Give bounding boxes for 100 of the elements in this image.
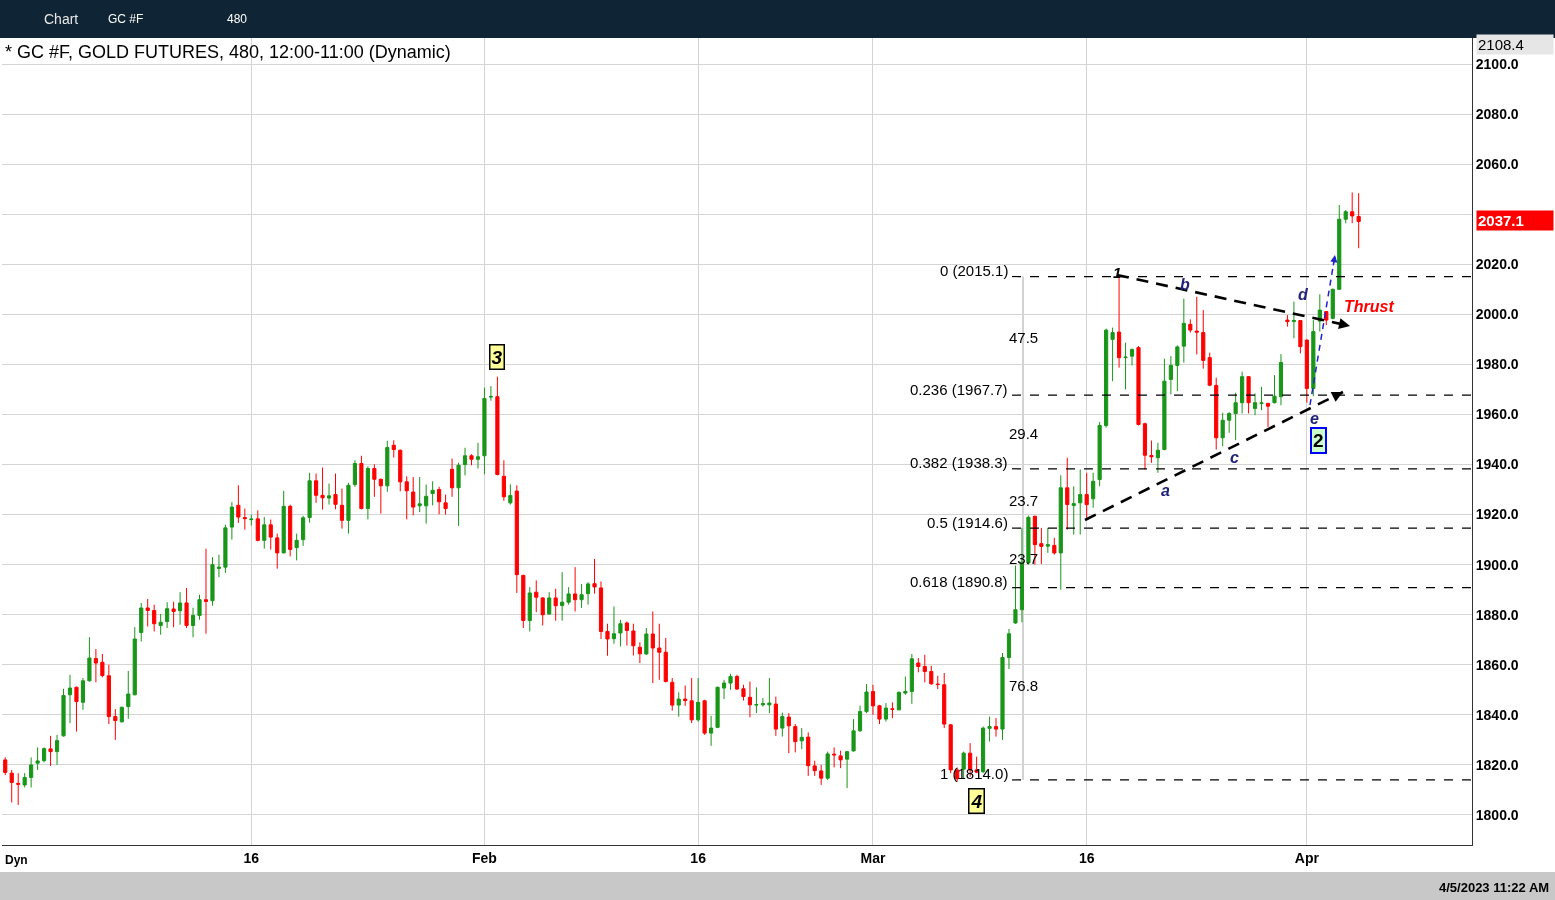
candlestick: [650, 610, 655, 684]
candlestick: [236, 484, 241, 524]
candlestick: [475, 442, 481, 470]
candlestick: [1304, 338, 1309, 404]
candlestick: [1233, 392, 1238, 441]
candlestick: [339, 488, 345, 530]
candlestick: [1356, 192, 1361, 249]
candlestick: [482, 387, 487, 475]
candlestick: [786, 712, 791, 754]
candlestick: [670, 677, 675, 712]
candlestick: [709, 715, 714, 747]
candlestick: [1162, 358, 1167, 451]
candlestick: [987, 716, 992, 743]
candlestick: [605, 623, 610, 657]
ref-line-label: 0.382 (1938.3): [910, 454, 1008, 471]
candlestick: [566, 586, 571, 606]
candlestick: [229, 501, 234, 541]
annotation: 23.7: [1009, 492, 1039, 509]
candlestick: [1240, 371, 1245, 414]
candlestick: [560, 571, 565, 622]
ref-line-label: 0.236 (1967.7): [910, 381, 1008, 398]
candlestick: [417, 476, 422, 513]
candlestick: [754, 686, 759, 714]
candlestick: [326, 483, 332, 506]
y-tick-label: 2060.0: [1475, 156, 1519, 173]
candlestick: [1246, 375, 1251, 414]
candlestick: [773, 696, 778, 737]
candlestick: [1259, 386, 1264, 411]
y-tick-label: 2020.0: [1475, 256, 1519, 273]
candlestick: [1343, 209, 1348, 224]
candlestick: [184, 587, 189, 629]
y-tick-label: 2080.0: [1475, 105, 1519, 122]
candlestick: [113, 708, 118, 741]
annotation: d: [1298, 286, 1309, 303]
candlestick: [449, 458, 455, 498]
candlestick: [540, 596, 545, 626]
annotation: e: [1310, 410, 1319, 427]
x-tick-label: Feb: [471, 849, 497, 866]
candlestick: [689, 677, 694, 724]
candlestick: [165, 601, 170, 629]
annotation: 2: [1313, 430, 1324, 451]
candlestick: [715, 686, 720, 729]
candlestick: [585, 581, 591, 606]
candlestick: [80, 677, 86, 711]
candlestick: [857, 705, 863, 733]
candlestick: [48, 735, 53, 767]
candlestick: [1000, 652, 1005, 741]
text: 4/5/2023 11:22 AM: [1439, 880, 1550, 895]
candlestick: [903, 676, 908, 696]
candlestick: [864, 683, 869, 714]
candlestick: [676, 691, 681, 718]
candlestick: [760, 697, 765, 708]
candlestick: [663, 637, 668, 683]
candlestick: [1045, 527, 1050, 554]
candlestick: [741, 684, 746, 702]
candlestick: [799, 727, 804, 750]
candlestick: [734, 674, 740, 691]
candlestick: [579, 583, 584, 609]
candlestick: [618, 619, 623, 647]
candlestick: [637, 641, 642, 664]
candlestick: [171, 601, 176, 628]
y-tick-label: 1900.0: [1475, 556, 1519, 573]
candlestick: [268, 519, 273, 551]
candlestick: [534, 579, 539, 613]
candlestick: [424, 484, 429, 525]
candlestick: [54, 734, 60, 766]
candlestick: [365, 465, 370, 520]
candlestick: [119, 706, 124, 723]
candlestick: [1337, 204, 1342, 291]
candlestick: [870, 684, 876, 716]
candlestick: [288, 504, 293, 557]
candlestick: [398, 449, 403, 492]
candlestick: [1039, 527, 1044, 565]
candlestick: [1084, 472, 1089, 521]
candlestick: [1006, 628, 1012, 670]
candlestick: [598, 580, 604, 640]
candlestick: [1013, 565, 1018, 625]
candlestick: [935, 675, 940, 690]
ref-line-label: 0.5 (1914.6): [927, 514, 1008, 531]
text: 2037.1: [1478, 212, 1524, 229]
candlestick: [1181, 298, 1186, 364]
candlestick: [9, 769, 14, 803]
candlestick: [223, 524, 228, 574]
candlestick: [132, 626, 137, 696]
candlestick: [909, 653, 914, 705]
candlestick: [210, 556, 215, 607]
candlestick: [443, 494, 448, 516]
candlestick: [1252, 392, 1258, 416]
candlestick: [1265, 402, 1271, 428]
candlestick: [462, 447, 468, 476]
candlestick: [74, 686, 79, 733]
candlestick: [527, 586, 532, 632]
candlestick: [883, 702, 889, 723]
candlestick: [1298, 319, 1303, 354]
candlestick: [683, 685, 688, 707]
candlestick: [456, 462, 461, 527]
x-tick-label: 16: [1078, 849, 1095, 866]
candlestick: [203, 548, 209, 635]
candlestick: [747, 681, 753, 718]
x-tick-label: Mar: [860, 849, 886, 866]
